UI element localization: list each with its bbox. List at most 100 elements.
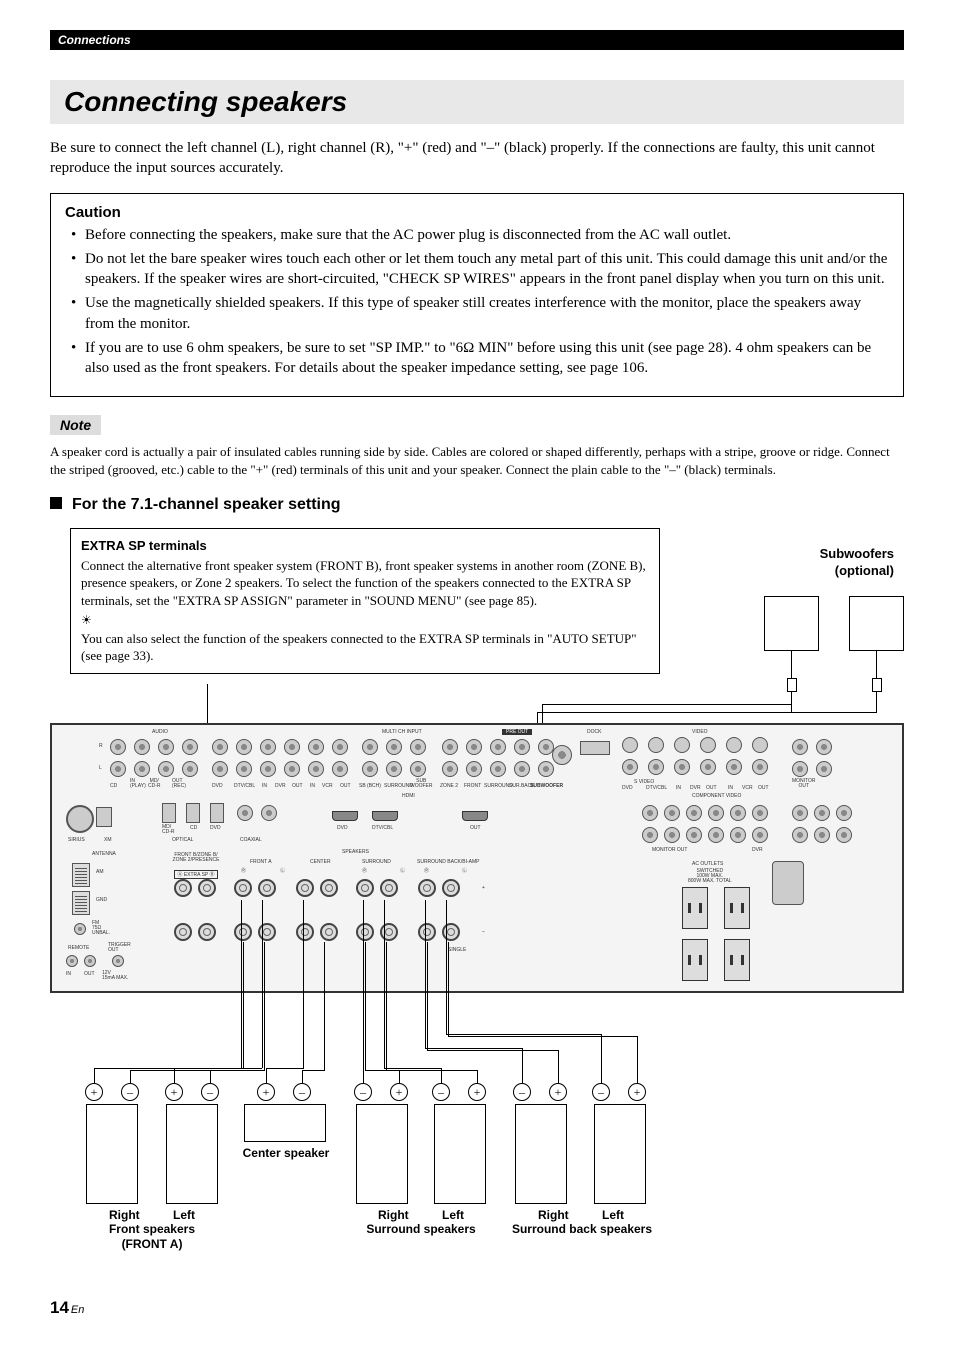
terminal: [442, 879, 460, 897]
video-label: DTV/CBL: [646, 785, 667, 791]
comp-row: [642, 827, 768, 843]
tip-icon: ☀: [81, 612, 649, 628]
rca-jack: [648, 759, 664, 775]
antenna-terminal: [72, 863, 90, 887]
subwoofer-label: Subwoofers (optional): [820, 546, 894, 580]
lr-label: Ⓛ: [462, 867, 467, 874]
rca-label: DVR: [275, 783, 286, 789]
speaker-wire: [262, 900, 263, 1068]
comp-label: DVR: [752, 847, 763, 853]
rca-jack: [386, 761, 402, 777]
rca-jack: [642, 827, 658, 843]
wire-h: [174, 1068, 262, 1069]
panel-section-label: ANTENNA: [92, 851, 116, 857]
rca-jack: [110, 761, 126, 777]
sub-plug-icon: [872, 678, 882, 692]
minus-icon: –: [354, 1083, 372, 1101]
connection-diagram: EXTRA SP terminals Connect the alternati…: [50, 528, 904, 1288]
panel-section-label: REMOTE: [68, 945, 89, 951]
rca-jack: [538, 761, 554, 777]
comp-row: [642, 805, 768, 821]
extra-sp-title: EXTRA SP terminals: [81, 537, 649, 555]
rca-jack: [362, 739, 378, 755]
rca-jack: [284, 761, 300, 777]
minus-icon: –: [513, 1083, 531, 1101]
header-breadcrumb: Connections: [50, 30, 904, 50]
video-label: MONITOROUT: [792, 779, 816, 789]
plus-icon: +: [468, 1083, 486, 1101]
square-bullet-icon: [50, 497, 62, 509]
rca-label: CD: [110, 783, 117, 789]
optical-row: [162, 803, 224, 823]
terminal: [234, 879, 252, 897]
rca-jack: [752, 827, 768, 843]
rca-row: [442, 739, 554, 755]
speaker-wire: [448, 942, 449, 1036]
wire-h: [210, 1070, 265, 1071]
svideo-row: [622, 737, 768, 753]
svideo-jack: [752, 737, 768, 753]
rca-row: [362, 761, 426, 777]
rca-jack: [466, 761, 482, 777]
sb-group-label: Surround back speakers: [494, 1222, 670, 1236]
ac-text: SWITCHED100W MAX.800W MAX. TOTAL: [688, 869, 732, 884]
wire-h: [386, 1070, 478, 1071]
terminal: [320, 923, 338, 941]
rca-jack: [708, 805, 724, 821]
optical-port: [186, 803, 200, 823]
speaker-wire: [446, 900, 447, 1034]
minus-icon: –: [432, 1083, 450, 1101]
section-title: Connecting speakers: [50, 80, 904, 124]
rca-jack: [182, 739, 198, 755]
rca-label: IN: [262, 783, 267, 789]
speaker-wire: [386, 942, 387, 1070]
wire-h: [446, 1034, 602, 1035]
rca-jack: [362, 761, 378, 777]
plus-icon: +: [390, 1083, 408, 1101]
rca-label: SUBWOOFER: [530, 783, 563, 789]
plus-icon: +: [257, 1083, 275, 1101]
surround-group-label: Surround speakers: [346, 1222, 496, 1236]
speaker-terminal-row: [356, 879, 398, 897]
pm-label: –: [482, 929, 485, 935]
sub-wire: [791, 651, 792, 679]
rca-jack: [792, 739, 808, 755]
extra-sp-callout: EXTRA SP terminals Connect the alternati…: [70, 528, 660, 673]
antenna-label: GND: [96, 897, 107, 903]
rca-jack: [686, 827, 702, 843]
rca-jack: [260, 739, 276, 755]
subwoofer-boxes: [764, 596, 904, 651]
hdmi-port: [462, 811, 488, 821]
speaker-wire: [243, 942, 244, 1068]
rca-jack: [816, 761, 832, 777]
video-row: [622, 759, 768, 775]
rca-jack: [792, 761, 808, 777]
rca-label: OUT(REC): [172, 779, 186, 789]
rca-jack: [332, 761, 348, 777]
power-cord: [772, 861, 804, 905]
terminal: [296, 923, 314, 941]
terminal: [174, 923, 192, 941]
rca-jack: [836, 827, 852, 843]
rca-jack: [134, 739, 150, 755]
rca-label: VCR: [322, 783, 333, 789]
video-label: DVD: [622, 785, 633, 791]
trigger-section: TRIGGEROUT: [108, 943, 131, 953]
plus-icon: +: [85, 1083, 103, 1101]
speaker-wire: [637, 1036, 638, 1090]
plus-icon: +: [628, 1083, 646, 1101]
optical-port: [210, 803, 224, 823]
rca-jack: [490, 761, 506, 777]
antenna-terminal: [72, 891, 90, 915]
rca-jack: [237, 805, 253, 821]
rca-jack: [814, 805, 830, 821]
rca-jack: [158, 761, 174, 777]
terminal: [380, 923, 398, 941]
terminal: [198, 923, 216, 941]
rca-jack: [212, 739, 228, 755]
lr-label: Ⓛ: [280, 867, 285, 874]
panel-section-label: HDMI: [402, 793, 415, 799]
panel-section-label: COMPONENT VIDEO: [692, 793, 741, 799]
terminal: [380, 879, 398, 897]
speaker-terminal-row: [234, 879, 276, 897]
